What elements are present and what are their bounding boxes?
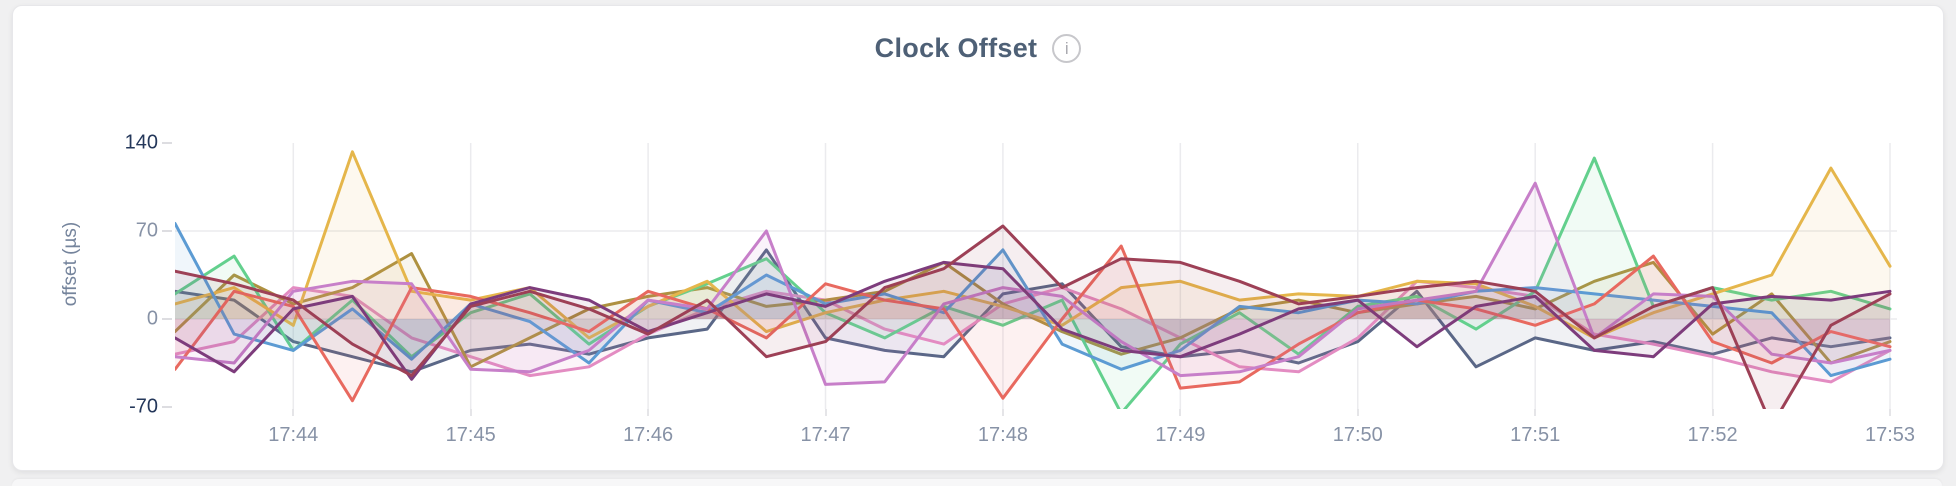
series-area-maroon <box>175 226 1890 409</box>
series-area-orchid <box>175 183 1890 385</box>
y-tick-label: -70 <box>129 395 158 418</box>
x-tick-label: 17:46 <box>623 424 674 446</box>
x-tick-label: 17:52 <box>1687 424 1738 446</box>
x-tick-mark <box>1179 409 1182 416</box>
series-area-slate <box>175 249 1890 372</box>
x-tick-mark <box>1001 409 1004 416</box>
info-icon[interactable]: i <box>1052 34 1082 63</box>
y-axis-title: offset (µs) <box>60 221 81 307</box>
chart-title: Clock Offset <box>874 33 1038 63</box>
x-tick-mark <box>647 409 650 416</box>
x-tick-mark <box>824 409 827 416</box>
series-area-green <box>175 158 1890 409</box>
series-line-olive[interactable] <box>175 252 1892 369</box>
x-tick-label: 17:53 <box>1864 424 1916 446</box>
x-tick-label: 17:49 <box>1155 424 1206 446</box>
series-line-maroon[interactable] <box>175 224 1892 409</box>
x-tick-mark <box>1889 409 1891 416</box>
y-tick-mark <box>162 406 172 408</box>
series-area-red <box>175 246 1890 401</box>
x-tick-mark <box>292 409 295 416</box>
x-tick-label: 17:48 <box>977 424 1028 446</box>
y-tick-label: 70 <box>135 219 158 242</box>
y-tick-mark <box>162 230 172 232</box>
series-line-red[interactable] <box>175 244 1892 403</box>
x-tick-mark <box>1356 409 1359 416</box>
chart-header: Clock Offset i <box>13 33 1943 64</box>
x-tick-mark <box>469 409 472 416</box>
x-tick-mark <box>1711 409 1714 416</box>
series-line-orchid[interactable] <box>175 181 1892 386</box>
x-tick-mark <box>1534 409 1537 416</box>
x-tick-label: 17:47 <box>800 424 851 446</box>
clock-offset-plot[interactable] <box>175 143 1897 409</box>
chart-card: Clock Offset i offset (µs) 140 70 0 -70 17:4… <box>12 5 1944 471</box>
x-tick-label: 17:44 <box>268 424 319 446</box>
y-tick-label: 0 <box>146 307 158 330</box>
y-tick-mark <box>162 142 172 144</box>
y-tick-label: 140 <box>124 131 158 154</box>
x-tick-label: 17:45 <box>445 424 496 446</box>
series-area-gold <box>175 151 1890 338</box>
next-card-edge <box>12 479 1942 486</box>
x-tick-label: 17:51 <box>1510 424 1561 446</box>
x-tick-label: 17:50 <box>1332 424 1383 446</box>
y-tick-mark <box>162 318 172 320</box>
series-area-olive <box>175 253 1890 367</box>
